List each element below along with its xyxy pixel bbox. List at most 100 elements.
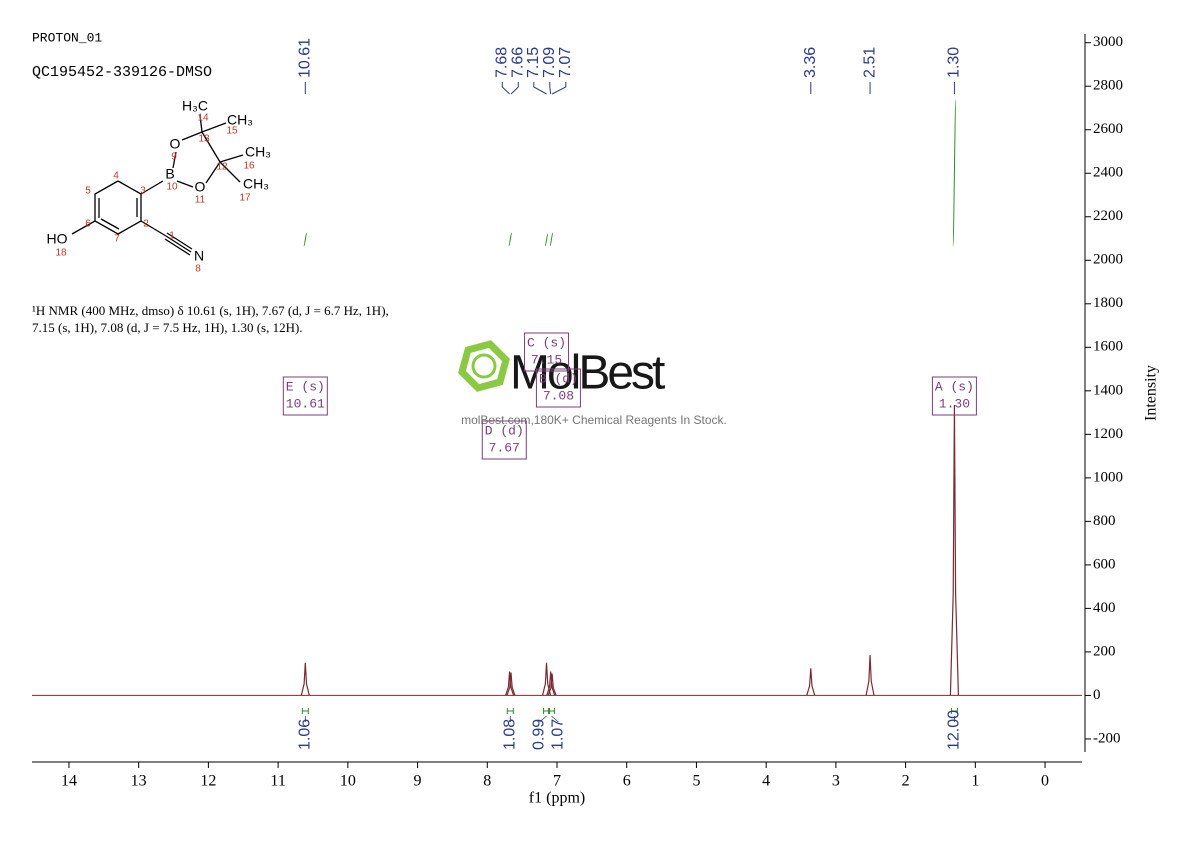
integral-label: 1.06 [297,719,314,750]
peak-label-connector [533,82,547,95]
peak-label: 1.30 [946,47,963,78]
multiplet-box [282,376,328,416]
x-tick-label: 5 [692,773,700,790]
y-tick-label: 1600 [1093,339,1123,355]
atom-label: CH₃ [245,144,271,160]
y-tick-label: 2600 [1093,121,1123,137]
atom-label: O [170,136,181,152]
y-tick-label: 0 [1093,687,1101,703]
multiplet-shift: 7.08 [543,388,574,403]
integral-curve [549,232,554,247]
y-tick-label: 1400 [1093,382,1123,398]
y-tick-label: 2800 [1093,78,1123,94]
atom-number: 18 [55,248,67,259]
peak [546,671,556,696]
atom-number: 17 [239,193,251,204]
y-tick-label: 1200 [1093,426,1123,442]
peak-label: 7.07 [557,47,574,78]
atom-label: O [195,179,206,195]
y-tick-label: 2400 [1093,165,1123,181]
multiplet-box [481,420,527,460]
peak-label: 7.09 [541,47,558,78]
x-tick-label: 11 [270,773,285,790]
peak-label-connector [549,82,552,95]
experiment-name: PROTON_01 [32,30,102,45]
atom-number: 12 [216,162,228,173]
atom-number: 4 [113,171,119,182]
peak-label: 7.66 [510,47,527,78]
x-tick-label: 4 [762,773,770,790]
peak [547,673,557,696]
x-tick-label: 7 [553,773,561,790]
atom-label: CH₃ [227,112,253,128]
integral-label: 1.08 [502,719,519,750]
multiplet-shift: 10.61 [286,396,325,411]
y-axis-label: Intensity [1143,365,1160,421]
x-tick-label: 3 [832,773,840,790]
atom-number: 10 [166,182,178,193]
atom-number: 13 [198,134,210,145]
atom-number: 3 [140,186,146,197]
atom-number: 9 [171,152,177,163]
integral-curve [508,232,513,247]
multiplet-name: E (s) [286,379,325,394]
atom-label: B [165,166,174,182]
atom-number: 5 [85,186,91,197]
atom-number: 2 [143,219,149,230]
peak-label: 7.15 [525,47,542,78]
integral-bracket [301,708,309,714]
multiplet-name: B (d) [539,371,578,386]
integral-bracket [547,708,555,714]
x-tick-label: 14 [61,773,77,790]
multiplet-name: A (s) [935,379,974,394]
x-tick-label: 13 [131,773,147,790]
integral-label: 12.00 [946,710,963,750]
atom-label: CH₃ [243,176,269,192]
sample-name: QC195452-339126-DMSO [32,64,212,81]
integral-bracket [950,708,958,714]
integral-bracket [506,708,514,714]
y-tick-label: 600 [1093,556,1116,572]
integral-label: 1.07 [550,719,567,750]
y-tick-label: 200 [1093,643,1116,659]
multiplet-name: D (d) [485,423,524,438]
watermark: MolBest molBest.com,180K+ Chemical Reage… [458,340,727,427]
x-tick-label: 9 [414,773,422,790]
peak-label: 10.61 [297,38,314,78]
integral-connector [539,715,547,723]
peak-label: 7.68 [494,47,511,78]
y-tick-label: 1800 [1093,295,1123,311]
atom-number: 15 [226,126,238,137]
y-tick-label: 800 [1093,513,1116,529]
multiplet-box [524,332,570,372]
x-tick-label: 1 [971,773,979,790]
y-tick-label: 3000 [1093,34,1123,50]
multiplet-shift: 7.15 [531,352,562,367]
atom-number: 1 [169,231,175,242]
atom-label: H₃C [182,98,208,114]
nmr-description: ¹H NMR (400 MHz, dmso) δ 10.61 (s, 1H), … [32,303,389,335]
x-tick-label: 0 [1041,773,1049,790]
integral-curve [544,233,549,247]
peak [806,668,816,696]
multiplet-box [535,368,581,408]
peak-label-connector [551,82,567,95]
integral-connector [551,715,559,723]
atom-number: 14 [197,113,209,124]
atom-number: 6 [85,219,91,230]
peak-label: 3.36 [802,47,819,78]
integral-curve [303,232,308,247]
y-tick-label: 1000 [1093,469,1123,485]
atom-label: HO [47,231,68,247]
y-tick-label: 400 [1093,600,1116,616]
watermark-tagline: molBest.com,180K+ Chemical Reagents In S… [461,413,727,427]
peak [865,655,875,696]
multiplet-name: C (s) [527,335,566,350]
atom-label: N [194,248,204,264]
integral-label: 0.99 [531,719,548,750]
peak-label-connector [510,82,519,95]
atom-number: 16 [243,161,255,172]
x-tick-label: 2 [902,773,910,790]
